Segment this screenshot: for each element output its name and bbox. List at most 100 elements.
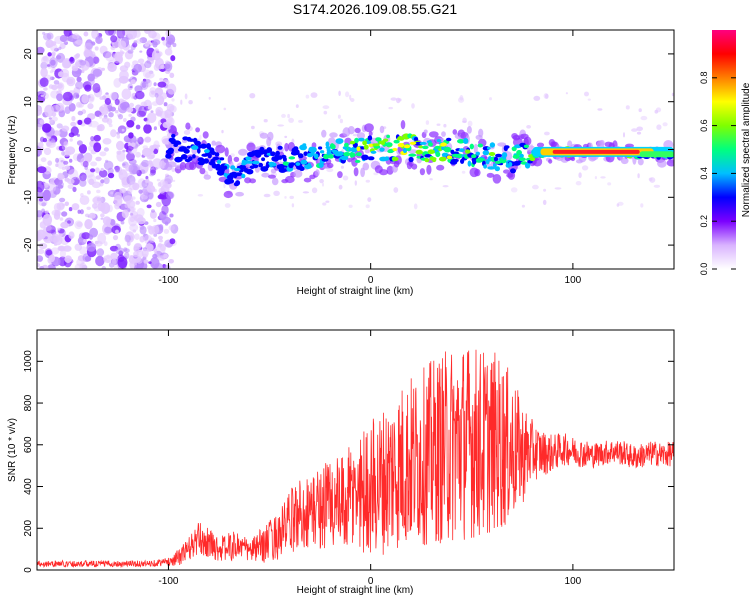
ridge-halo	[419, 168, 425, 176]
noise-dot	[597, 108, 603, 111]
ridge-halo	[368, 131, 373, 136]
noise-blob	[99, 96, 104, 100]
noise-blob	[90, 161, 98, 167]
spectrogram-xtick-label: 100	[565, 275, 582, 286]
ridge-halo	[284, 142, 289, 152]
ridge-halo	[400, 120, 406, 130]
noise-dot	[631, 128, 638, 132]
ridge-core	[446, 137, 452, 142]
noise-blob	[131, 196, 136, 200]
noise-blob	[155, 201, 162, 208]
noise-blob	[159, 92, 168, 100]
ridge-halo	[657, 159, 667, 168]
noise-dot	[284, 135, 288, 139]
noise-blob	[144, 179, 149, 184]
ridge-core	[523, 144, 530, 149]
ridge-core	[311, 146, 317, 153]
noise-dot	[671, 92, 674, 97]
noise-blob	[52, 130, 61, 136]
noise-blob	[47, 52, 52, 57]
noise-dot	[637, 173, 640, 179]
noise-blob	[95, 35, 103, 45]
noise-blob	[135, 200, 140, 205]
ridge-highlight	[349, 140, 356, 145]
noise-blob	[42, 213, 53, 226]
ridge-core	[457, 139, 465, 144]
noise-blob	[37, 210, 43, 218]
noise-blob	[81, 232, 91, 240]
noise-blob	[90, 136, 95, 142]
noise-blob	[72, 33, 80, 40]
noise-blob	[129, 216, 135, 223]
noise-dot	[263, 119, 268, 123]
ridge-highlight	[518, 157, 526, 162]
colorbar-tick-label: 0.2	[699, 215, 709, 228]
noise-dot	[288, 117, 294, 123]
noise-blob	[129, 255, 133, 259]
noise-blob	[50, 247, 60, 255]
ridge-core	[289, 162, 296, 166]
noise-blob	[110, 91, 118, 101]
noise-blob	[92, 68, 103, 77]
noise-blob	[112, 235, 119, 241]
ridge-halo	[203, 174, 211, 180]
noise-dot	[625, 105, 630, 110]
noise-dot	[298, 119, 303, 123]
noise-blob	[58, 46, 62, 50]
noise-blob	[48, 254, 56, 263]
ridge-core	[335, 138, 344, 145]
noise-blob	[144, 30, 152, 34]
ridge-halo	[233, 156, 240, 162]
ridge-core	[351, 146, 358, 153]
noise-blob	[129, 223, 139, 232]
noise-blob	[143, 259, 149, 264]
noise-blob	[38, 242, 48, 250]
noise-blob	[100, 167, 104, 172]
noise-blob	[169, 213, 174, 218]
noise-dot	[396, 97, 401, 104]
noise-dot	[526, 125, 531, 129]
noise-dot	[221, 129, 224, 134]
steady-band-tail	[639, 151, 674, 158]
noise-dot	[429, 178, 433, 181]
noise-blob	[117, 256, 128, 269]
noise-blob	[134, 264, 142, 269]
noise-dot	[373, 172, 379, 176]
noise-dot	[584, 91, 589, 97]
noise-blob	[90, 41, 96, 46]
ridge-core	[432, 157, 437, 163]
noise-dot	[623, 132, 625, 138]
ridge-core	[180, 154, 188, 160]
ridge-halo	[466, 125, 472, 134]
ridge-highlight	[362, 140, 367, 146]
noise-blob	[157, 243, 163, 248]
noise-dot	[458, 97, 465, 103]
spectrogram-ytick-label: 0	[23, 146, 34, 152]
noise-blob	[146, 185, 156, 193]
ridge-halo	[259, 132, 269, 139]
noise-blob	[74, 53, 80, 59]
ridge-halo	[426, 164, 432, 175]
ridge-core	[188, 156, 193, 161]
ridge-highlight	[276, 155, 283, 160]
noise-blob	[157, 194, 165, 200]
noise-blob	[88, 212, 96, 219]
noise-blob	[37, 262, 41, 268]
noise-blob	[116, 150, 126, 162]
ridge-core	[424, 158, 430, 163]
noise-blob	[63, 141, 69, 147]
noise-blob	[90, 168, 96, 173]
noise-blob	[85, 39, 94, 50]
noise-blob	[170, 224, 179, 234]
ridge-halo	[185, 122, 191, 130]
noise-dot	[640, 115, 648, 121]
noise-blob	[135, 90, 145, 100]
noise-blob	[100, 106, 109, 115]
ridge-core	[408, 153, 417, 157]
ridge-halo	[379, 169, 389, 176]
ridge-highlight	[368, 143, 373, 147]
ridge-core	[524, 162, 531, 169]
ridge-highlight	[476, 157, 484, 162]
noise-dot	[489, 97, 492, 101]
